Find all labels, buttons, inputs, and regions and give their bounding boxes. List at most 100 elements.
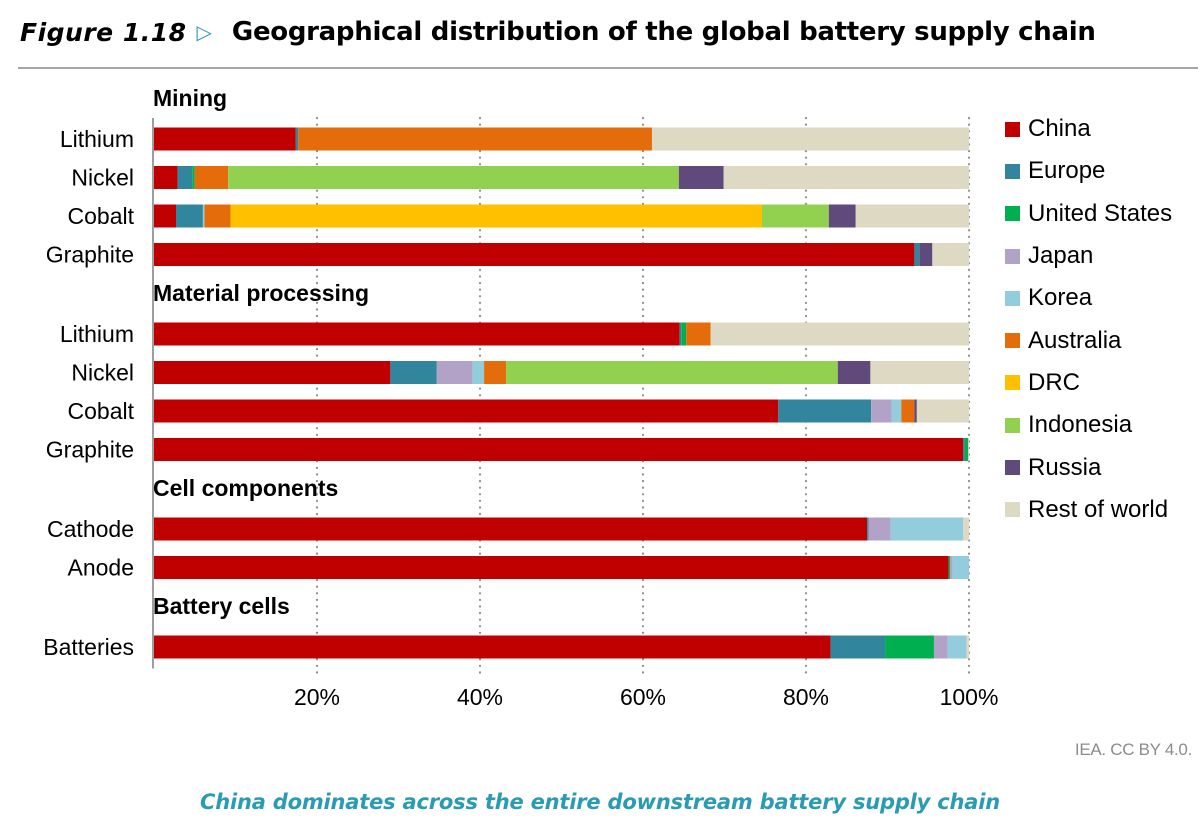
group-header: Material processing: [153, 280, 369, 306]
figure-number: Figure 1.18: [20, 17, 187, 47]
bar-segment-korea: [890, 517, 964, 541]
bar-segment-united-states: [885, 635, 934, 659]
figure-caption: China dominates across the entire downst…: [200, 790, 1000, 814]
bar-segment-europe: [963, 438, 965, 461]
bar-segment-china: [154, 204, 177, 228]
legend-swatch: [1005, 502, 1020, 518]
legend-item: Indonesia: [1005, 404, 1172, 446]
category-label: Nickel: [71, 165, 134, 191]
bar-segment-europe: [177, 166, 193, 189]
bar-segment-china: [154, 438, 964, 461]
bar-segment-china: [154, 322, 680, 346]
bar-segment-japan: [950, 556, 953, 579]
legend-item: United States: [1005, 193, 1172, 235]
header-divider: [18, 67, 1198, 69]
bar-segment-united-states: [681, 322, 687, 346]
category-label: Cobalt: [68, 203, 135, 229]
figure-title: Geographical distribution of the global …: [231, 17, 1096, 47]
bar-segment-rest-of-world: [932, 243, 969, 266]
gridlines: [315, 116, 971, 676]
category-label: Batteries: [43, 634, 134, 660]
x-tick-label: 40%: [457, 684, 503, 710]
group-header: Mining: [153, 85, 227, 111]
bar-segment-china: [154, 635, 831, 659]
bar-row: Batteries: [43, 634, 969, 660]
bar-segment-korea: [472, 361, 485, 384]
bar-segment-indonesia: [761, 204, 829, 228]
bar-segment-china: [154, 166, 178, 189]
bar-row: Cobalt: [68, 203, 969, 229]
bar-segment-china: [154, 399, 779, 423]
legend-label: China: [1028, 115, 1091, 143]
x-tick-label: 100%: [940, 684, 999, 710]
bar-segment-australia: [194, 166, 229, 189]
bar-segment-rest-of-world: [855, 204, 969, 228]
bar-segment-rest-of-world: [870, 361, 969, 384]
bar-segment-russia: [678, 166, 724, 189]
category-label: Anode: [67, 555, 134, 581]
legend-item: Japan: [1005, 235, 1172, 277]
legend-item: Europe: [1005, 150, 1172, 192]
legend: China Europe United States Japan Korea A…: [1005, 108, 1172, 531]
bar-segment-russia: [837, 361, 871, 384]
group-header: Battery cells: [153, 593, 290, 619]
legend-item: DRC: [1005, 362, 1172, 404]
bar-segment-china: [154, 127, 296, 151]
category-label: Lithium: [60, 321, 134, 347]
bar-segment-korea: [202, 204, 205, 228]
bar-row: Graphite: [46, 437, 969, 463]
legend-label: United States: [1028, 199, 1173, 227]
bar-segment-united-states: [964, 438, 969, 461]
bar-segment-rest-of-world: [651, 127, 969, 151]
legend-label: Indonesia: [1028, 411, 1133, 439]
group-header: Cell components: [153, 475, 338, 501]
bar-segment-japan: [868, 517, 891, 541]
bar-segment-china: [154, 556, 949, 579]
bar-segment-europe: [914, 243, 920, 266]
bar-segment-europe: [830, 635, 886, 659]
legend-label: Europe: [1028, 157, 1106, 185]
bar-segment-australia: [484, 361, 507, 384]
bar-segment-china: [154, 361, 391, 384]
bar-segment-indonesia: [506, 361, 838, 384]
category-label: Cobalt: [68, 398, 135, 424]
bar-row: Lithium: [60, 126, 969, 152]
x-tick-label: 60%: [620, 684, 666, 710]
legend-swatch: [1005, 248, 1020, 264]
legend-swatch: [1005, 417, 1020, 433]
legend-label: Korea: [1028, 284, 1093, 312]
bar-row: Nickel: [71, 165, 969, 191]
bar-segment-rest-of-world: [723, 166, 969, 189]
bar-segment-japan: [871, 399, 892, 423]
bar-segment-china: [154, 243, 915, 266]
x-tick-label: 80%: [783, 684, 829, 710]
legend-swatch: [1005, 121, 1020, 137]
legend-swatch: [1005, 460, 1020, 476]
bar-segment-europe: [867, 517, 869, 541]
x-tick-label: 20%: [294, 684, 340, 710]
legend-label: Rest of world: [1028, 495, 1169, 523]
bar-segment-drc: [230, 204, 762, 228]
bar-segment-united-states: [948, 556, 951, 579]
legend-item: Korea: [1005, 277, 1172, 319]
category-label: Cathode: [47, 516, 134, 542]
bar-segment-korea: [952, 556, 969, 579]
legend-item: Rest of world: [1005, 489, 1172, 531]
bar-segment-china: [154, 517, 868, 541]
bar-row: Lithium: [60, 321, 969, 347]
bar-segment-australia: [686, 322, 711, 346]
figure-header: Figure 1.18 ▷ Geographical distribution …: [20, 12, 1096, 52]
bar-segment-rest-of-world: [710, 322, 969, 346]
bar-row: Graphite: [46, 242, 969, 268]
bar-row: Cobalt: [68, 398, 969, 424]
bar-segment-europe: [679, 322, 682, 346]
bar-segment-russia: [919, 243, 933, 266]
bar-segment-korea: [947, 635, 967, 659]
legend-swatch: [1005, 375, 1020, 391]
bar-row: Cathode: [47, 516, 969, 542]
bar-segment-rest-of-world: [968, 438, 969, 461]
legend-label: DRC: [1028, 368, 1080, 396]
bar-segment-rest-of-world: [963, 517, 969, 541]
legend-item: Australia: [1005, 319, 1172, 361]
